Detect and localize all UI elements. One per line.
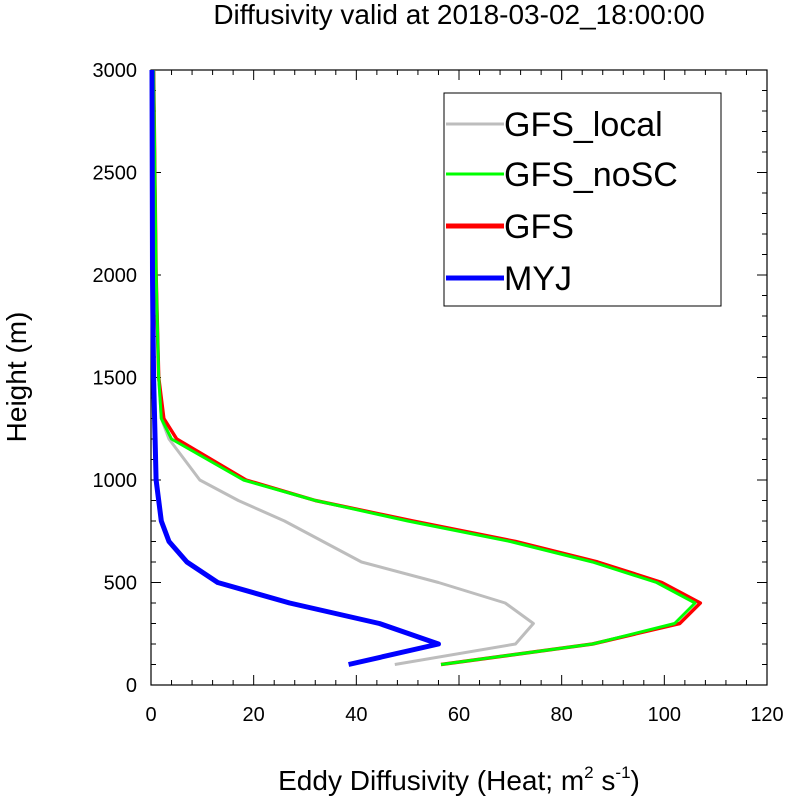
chart-title: Diffusivity valid at 2018-03-02_18:00:00 [213, 0, 704, 30]
y-tick-label: 2500 [93, 163, 138, 185]
y-tick-label: 500 [104, 573, 137, 595]
y-tick-label: 3000 [93, 60, 138, 82]
y-tick-label: 0 [126, 675, 137, 697]
x-axis-label-suffix: ) [631, 765, 640, 796]
legend-box [443, 92, 722, 307]
series-layer [149, 69, 703, 667]
x-axis-label-prefix: Eddy Diffusivity (Heat; m [278, 765, 584, 796]
x-tick-label: 60 [448, 704, 470, 726]
x-tick-label: 100 [648, 704, 681, 726]
x-tick-label: 120 [750, 704, 783, 726]
y-axis-label: Height (m) [1, 312, 32, 443]
legend: GFS_local GFS_noSC GFS MYJ [443, 92, 722, 307]
x-axis: 0 20 40 60 80 100 120 [145, 70, 784, 726]
legend-label-gfs-nosc: GFS_noSC [504, 156, 678, 194]
series-line-myj [149, 69, 441, 667]
x-tick-label: 80 [551, 704, 573, 726]
x-axis-label-sup-minus1: -1 [615, 763, 630, 782]
legend-label-myj: MYJ [504, 260, 572, 298]
y-tick-label: 1500 [93, 368, 138, 390]
x-tick-label: 0 [145, 704, 156, 726]
x-tick-label: 20 [243, 704, 265, 726]
y-tick-label: 1000 [93, 470, 138, 492]
x-tick-label: 40 [345, 704, 367, 726]
x-axis-label: Eddy Diffusivity (Heat; m2 s-1) [278, 763, 640, 796]
y-tick-label: 2000 [93, 265, 138, 287]
legend-label-gfs-local: GFS_local [504, 106, 663, 144]
x-axis-label-mid: s [594, 765, 616, 796]
x-axis-label-sup-2: 2 [584, 763, 593, 782]
legend-label-gfs: GFS [504, 208, 574, 246]
y-axis: 0 500 1000 1500 2000 2500 3000 [93, 60, 767, 697]
series-line-gfs-nosc [152, 69, 697, 666]
